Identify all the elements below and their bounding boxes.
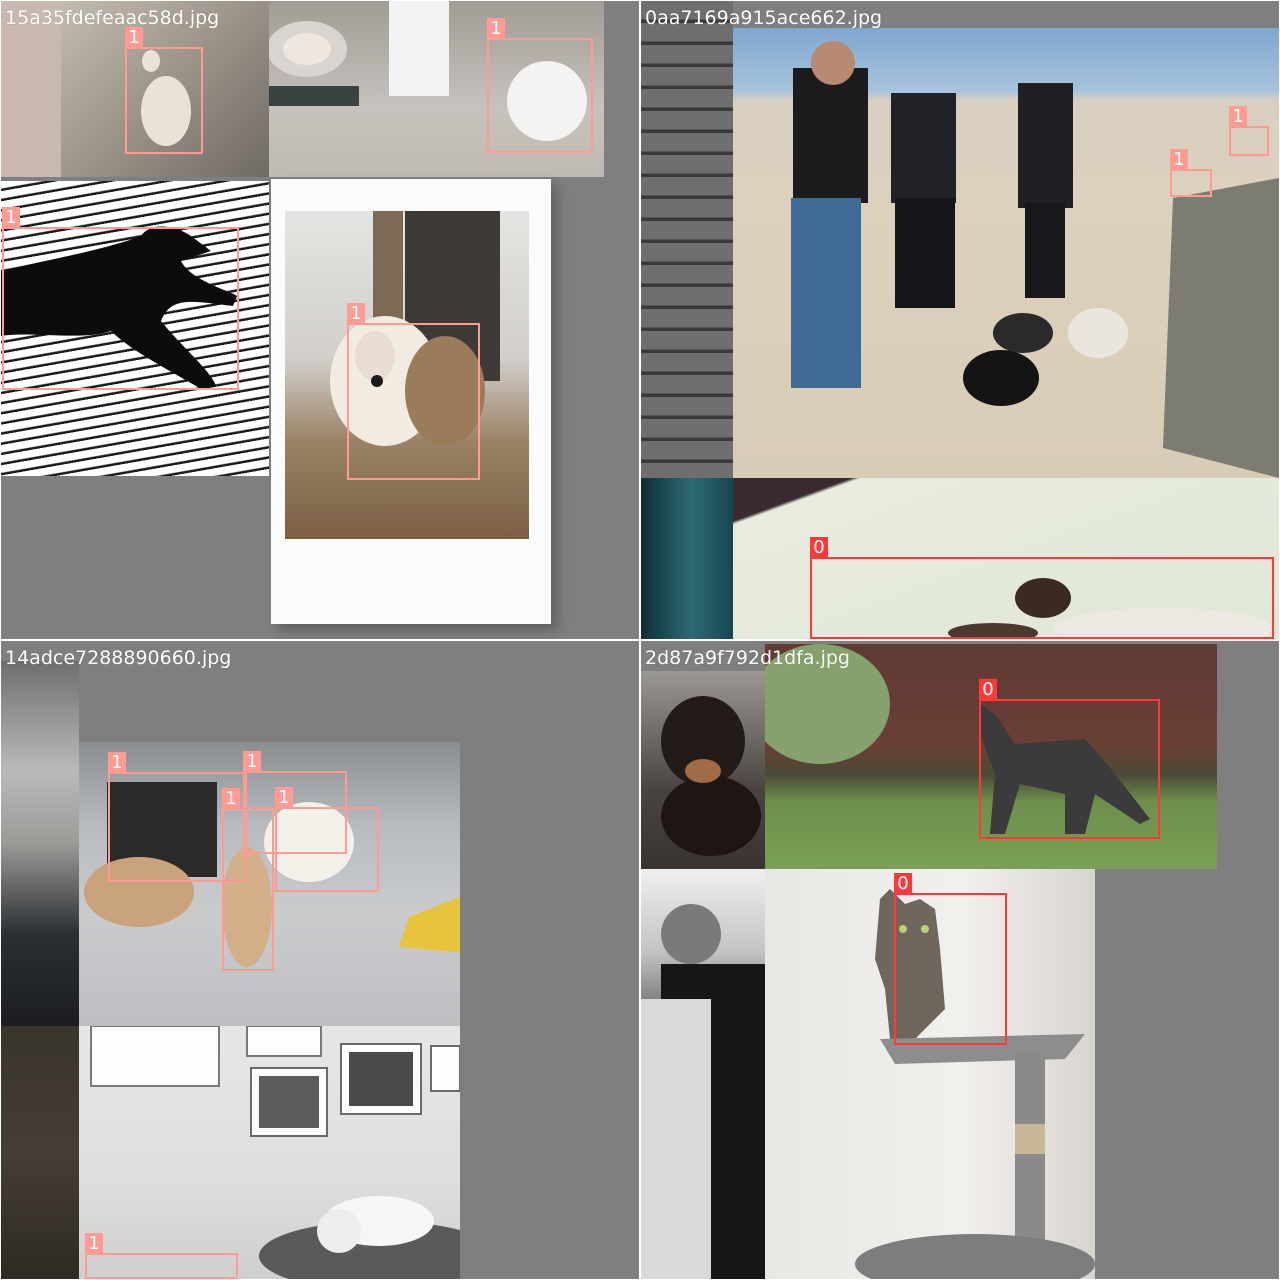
patio-scene xyxy=(269,1,587,141)
photo-dog-in-water xyxy=(1,181,269,476)
photo-beach-dogs xyxy=(733,28,1279,478)
photo-cobblestone xyxy=(641,1,733,478)
class-label: 1 xyxy=(1170,149,1188,171)
class-label: 1 xyxy=(2,207,20,229)
class-label: 1 xyxy=(125,27,143,49)
photo-man-bw xyxy=(641,869,765,1279)
photo-daycare-dogs xyxy=(79,742,460,1026)
detection-box-dog: 1 xyxy=(222,788,274,971)
photo-blue-door xyxy=(641,478,733,639)
class-label: 1 xyxy=(1229,106,1247,128)
detection-box-dog: 1 xyxy=(108,752,247,882)
black-dog-silhouette xyxy=(1,226,237,389)
detection-box-dog: 1 xyxy=(2,207,239,390)
beach-scene xyxy=(791,41,1279,478)
detection-box-cat: 0 xyxy=(979,679,1160,839)
detection-box-dog: 1 xyxy=(275,787,379,892)
cat-tail xyxy=(948,578,1273,639)
detection-box-dog: 1 xyxy=(85,1233,238,1279)
daycare-scene xyxy=(84,782,460,967)
dog-silhouette xyxy=(1,1,191,177)
dachshund-dog xyxy=(661,696,761,856)
photo-dachshund xyxy=(641,671,765,869)
garden-scene xyxy=(765,644,1150,834)
class-label: 1 xyxy=(243,751,261,773)
collie-dog xyxy=(330,211,500,446)
class-label: 1 xyxy=(108,752,126,774)
class-label: 1 xyxy=(85,1233,103,1255)
detection-box-dog: 1 xyxy=(243,751,347,854)
detection-box-cat: 0 xyxy=(894,873,1007,1045)
class-label: 1 xyxy=(222,788,240,810)
photo-storefront xyxy=(1,661,79,1026)
living-room-scene xyxy=(90,1026,460,1279)
class-label: 1 xyxy=(275,787,293,809)
mosaic-tile-3: 14adce7288890660.jpg 1 1 xyxy=(1,641,639,1279)
detection-box-dog: 1 xyxy=(1229,106,1269,156)
image-filename: 14adce7288890660.jpg xyxy=(5,647,232,669)
detection-box-dog: 1 xyxy=(1170,149,1212,197)
photo-cat-tree xyxy=(765,869,1095,1279)
detection-box-dog: 1 xyxy=(487,18,593,153)
class-label: 0 xyxy=(810,537,828,559)
image-filename: 2d87a9f792d1dfa.jpg xyxy=(645,647,850,669)
image-filename: 15a35fdefeaac58d.jpg xyxy=(5,7,220,29)
mosaic-tile-4: 2d87a9f792d1dfa.jpg 0 xyxy=(641,641,1279,1279)
class-label: 0 xyxy=(894,873,912,895)
cat-tree-scene xyxy=(855,889,1095,1279)
class-label: 0 xyxy=(979,679,997,701)
photo-patio-dog xyxy=(269,1,604,177)
class-label: 1 xyxy=(487,18,505,40)
mosaic-tile-1: 15a35fdefeaac58d.jpg xyxy=(1,1,639,639)
man-figure xyxy=(641,904,765,1279)
class-label: 1 xyxy=(347,303,365,325)
photo-dirt-ground xyxy=(1,1026,79,1279)
image-filename: 0aa7169a915ace662.jpg xyxy=(645,7,883,29)
detection-box-dog: 1 xyxy=(347,303,480,480)
photo-living-room-dog xyxy=(79,1026,460,1279)
photo-polaroid-collie xyxy=(271,179,551,624)
detection-box-cat: 0 xyxy=(810,537,1274,639)
detection-box-dog: 1 xyxy=(125,27,203,154)
mosaic-tile-2: 0aa7169a915ace662.jpg 1 1 0 xyxy=(641,1,1279,639)
